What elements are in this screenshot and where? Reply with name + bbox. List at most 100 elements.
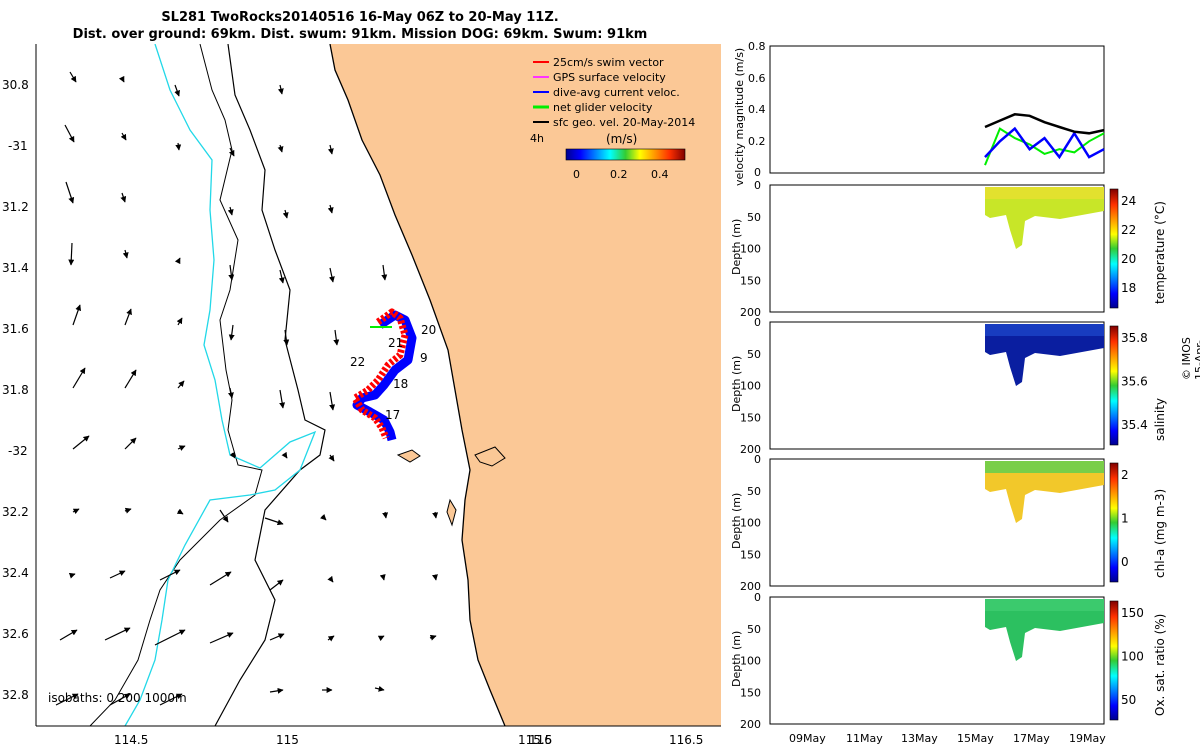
profile-surface-layer [985, 599, 1104, 611]
legend-label: sfc geo. vel. 20-May-2014 [553, 116, 695, 129]
salinity-panel[interactable]: 0 50 100 150 200 Depth (m) 35.8 35.6 35.4 salinit… [730, 316, 1167, 456]
profile-field [985, 599, 1104, 661]
x-tick: 19May [1069, 732, 1106, 745]
credit-line: © IMOS 15-Apr-2024 00:36:18 Hobart time.… [1180, 337, 1200, 380]
lat-tick: 32.4 [2, 566, 29, 580]
day-label: 9 [420, 351, 428, 365]
chla-panel[interactable]: 0 50 100 150 200 Depth (m) 2 1 0 chl-a (mg m-3) [730, 453, 1167, 593]
profile-field [985, 187, 1104, 249]
legend-label: net glider velocity [553, 101, 653, 114]
colorbar [1109, 188, 1119, 309]
colorbar [1109, 325, 1119, 446]
day-label: 22 [350, 355, 365, 369]
lat-tick: 30.8 [2, 78, 29, 92]
isobath-1000m-black [89, 44, 263, 726]
colorbar-tick: 24 [1121, 194, 1136, 208]
depth-tick: 200 [740, 443, 761, 456]
x-tick: 09May [789, 732, 826, 745]
colorbar-label: temperature (°C) [1153, 201, 1167, 304]
colorbar-tick: 22 [1121, 223, 1136, 237]
colorbar-tick: 150 [1121, 606, 1144, 620]
depth-ylabel: Depth (m) [730, 493, 743, 549]
profile-surface-layer [985, 187, 1104, 199]
lat-tick: 32.6 [2, 627, 29, 641]
y-tick: 0.6 [748, 72, 766, 85]
colorbar-tick: 100 [1121, 650, 1144, 664]
day-label: 18 [393, 377, 408, 391]
isobath-1000m [124, 44, 317, 726]
colorbar [1109, 462, 1119, 583]
depth-tick: 150 [740, 686, 761, 699]
speed-colorbar [565, 148, 686, 161]
depth-tick: 0 [754, 179, 761, 192]
colorbar-tick: 2 [1121, 468, 1129, 482]
colorbar-tick: 0.2 [610, 168, 628, 181]
series-dive-avg [984, 126, 1105, 160]
depth-ylabel: Depth (m) [730, 631, 743, 687]
y-tick: 0.8 [748, 40, 766, 53]
lat-tick: 32.8 [2, 688, 29, 702]
colorbar-title: (m/s) [606, 132, 637, 146]
depth-tick: 100 [740, 517, 761, 530]
lat-tick: 31.6 [2, 322, 29, 336]
lat-tick: 31.4 [2, 261, 29, 275]
depth-tick: 50 [747, 623, 761, 636]
velocity-panel[interactable]: 0.8 0.6 0.4 0.2 0 velocity magnitude (m/… [733, 40, 1105, 186]
lat-tick: 31.2 [2, 200, 29, 214]
lon-tick: 116 [529, 733, 552, 747]
depth-ylabel: Depth (m) [730, 219, 743, 275]
time-axis: 09May 11May 13May 15May 17May 19May [789, 732, 1106, 745]
profile-field [985, 461, 1104, 523]
colorbar-tick: 18 [1121, 281, 1136, 295]
profile-surface-layer [985, 461, 1104, 473]
colorbar-tick: 35.4 [1121, 418, 1148, 432]
series-net-glider [984, 127, 1105, 166]
y-tick: 0.4 [748, 103, 766, 116]
velocity-yticks: 0.8 0.6 0.4 0.2 0 [748, 40, 766, 179]
y-tick: 0.2 [748, 135, 766, 148]
day-label: 20 [421, 323, 436, 337]
lon-tick: 115 [276, 733, 299, 747]
velocity-ylabel: velocity magnitude (m/s) [733, 48, 746, 186]
lon-tick: 115.5 [518, 733, 552, 747]
x-tick: 17May [1013, 732, 1050, 745]
day-label: 17 [385, 408, 400, 422]
title-line-2: Dist. over ground: 69km. Dist. swum: 91k… [72, 27, 648, 42]
depth-tick: 150 [740, 411, 761, 424]
isobaths-label: isobaths: 0 200 1000m [48, 691, 187, 705]
colorbar-label: chl-a (mg m-3) [1153, 489, 1167, 578]
colorbar [1109, 600, 1119, 721]
lon-tick: 116.5 [669, 733, 703, 747]
isobath-200m [214, 44, 326, 726]
glider-track [351, 308, 417, 442]
colorbar-tick: 20 [1121, 252, 1136, 266]
land-mass [330, 44, 721, 726]
legend-label: dive-avg current veloc. [553, 86, 680, 99]
colorbar-label: Ox. sat. ratio (%) [1153, 614, 1167, 716]
depth-ylabel: Depth (m) [730, 356, 743, 412]
map-legend: 25cm/s swim vector GPS surface velocity … [530, 56, 695, 181]
colorbar-tick: 0 [1121, 555, 1129, 569]
depth-tick: 50 [747, 485, 761, 498]
profile-field [985, 324, 1104, 386]
colorbar-tick: 50 [1121, 693, 1136, 707]
lat-tick: 31.8 [2, 383, 29, 397]
depth-tick: 150 [740, 548, 761, 561]
map-axes: 30.8 -31 31.2 31.4 31.6 31.8 -32 32.2 32… [2, 44, 721, 747]
coastline [329, 44, 506, 726]
depth-tick: 100 [740, 380, 761, 393]
depth-tick: 0 [754, 316, 761, 329]
x-tick: 13May [901, 732, 938, 745]
day-label: 21 [388, 336, 403, 350]
temperature-panel[interactable]: 0 50 100 150 200 Depth (m) 24 22 20 18 temperature… [730, 179, 1167, 319]
depth-tick: 50 [747, 211, 761, 224]
lat-tick: -31 [8, 139, 28, 153]
depth-tick: 200 [740, 580, 761, 593]
colorbar-tick: 35.8 [1121, 331, 1148, 345]
series-sfc-geo [984, 113, 1105, 135]
legend-label: GPS surface velocity [553, 71, 666, 84]
map-panel[interactable]: 20 21 9 22 18 17 25cm/s swim vector GPS … [36, 44, 721, 726]
y-tick: 0 [754, 166, 761, 179]
